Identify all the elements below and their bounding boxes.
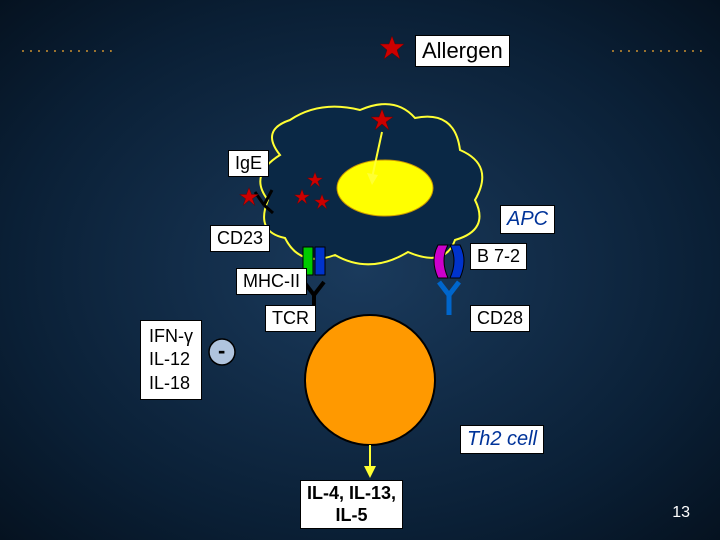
allergen-star-title — [380, 36, 404, 59]
minus-sign: - — [218, 338, 225, 364]
apc-nucleus — [337, 160, 433, 216]
allergen-label: Allergen — [415, 35, 510, 67]
page-number: 13 — [672, 504, 690, 522]
mhc2-receptor-b — [315, 247, 325, 275]
cd23-label: CD23 — [210, 225, 270, 252]
th2-label: Th2 cell — [460, 425, 544, 454]
product-line-1: IL-4, IL-13, — [307, 483, 396, 505]
product-line-2: IL-5 — [307, 505, 396, 527]
tcr-label: TCR — [265, 305, 316, 332]
b72-label: B 7-2 — [470, 243, 527, 270]
allergen-star-5 — [240, 188, 259, 206]
mhc2-label: MHC-II — [236, 268, 307, 295]
b72-receptor-a — [434, 245, 448, 278]
th2-cell — [305, 315, 435, 445]
b72-receptor-b — [450, 245, 464, 278]
inhibitor-line-3: IL-18 — [149, 372, 193, 395]
secretion-arrowhead — [364, 466, 376, 478]
cd28-y — [439, 282, 459, 315]
inhibitor-line-2: IL-12 — [149, 348, 193, 371]
inhibitor-line-1: IFN-γ — [149, 325, 193, 348]
products-label: IL-4, IL-13, IL-5 — [300, 480, 403, 529]
apc-label: APC — [500, 205, 555, 234]
diagram-svg — [0, 0, 720, 540]
inhibitors-label: IFN-γ IL-12 IL-18 — [140, 320, 202, 400]
ige-label: IgE — [228, 150, 269, 177]
cd28-label: CD28 — [470, 305, 530, 332]
